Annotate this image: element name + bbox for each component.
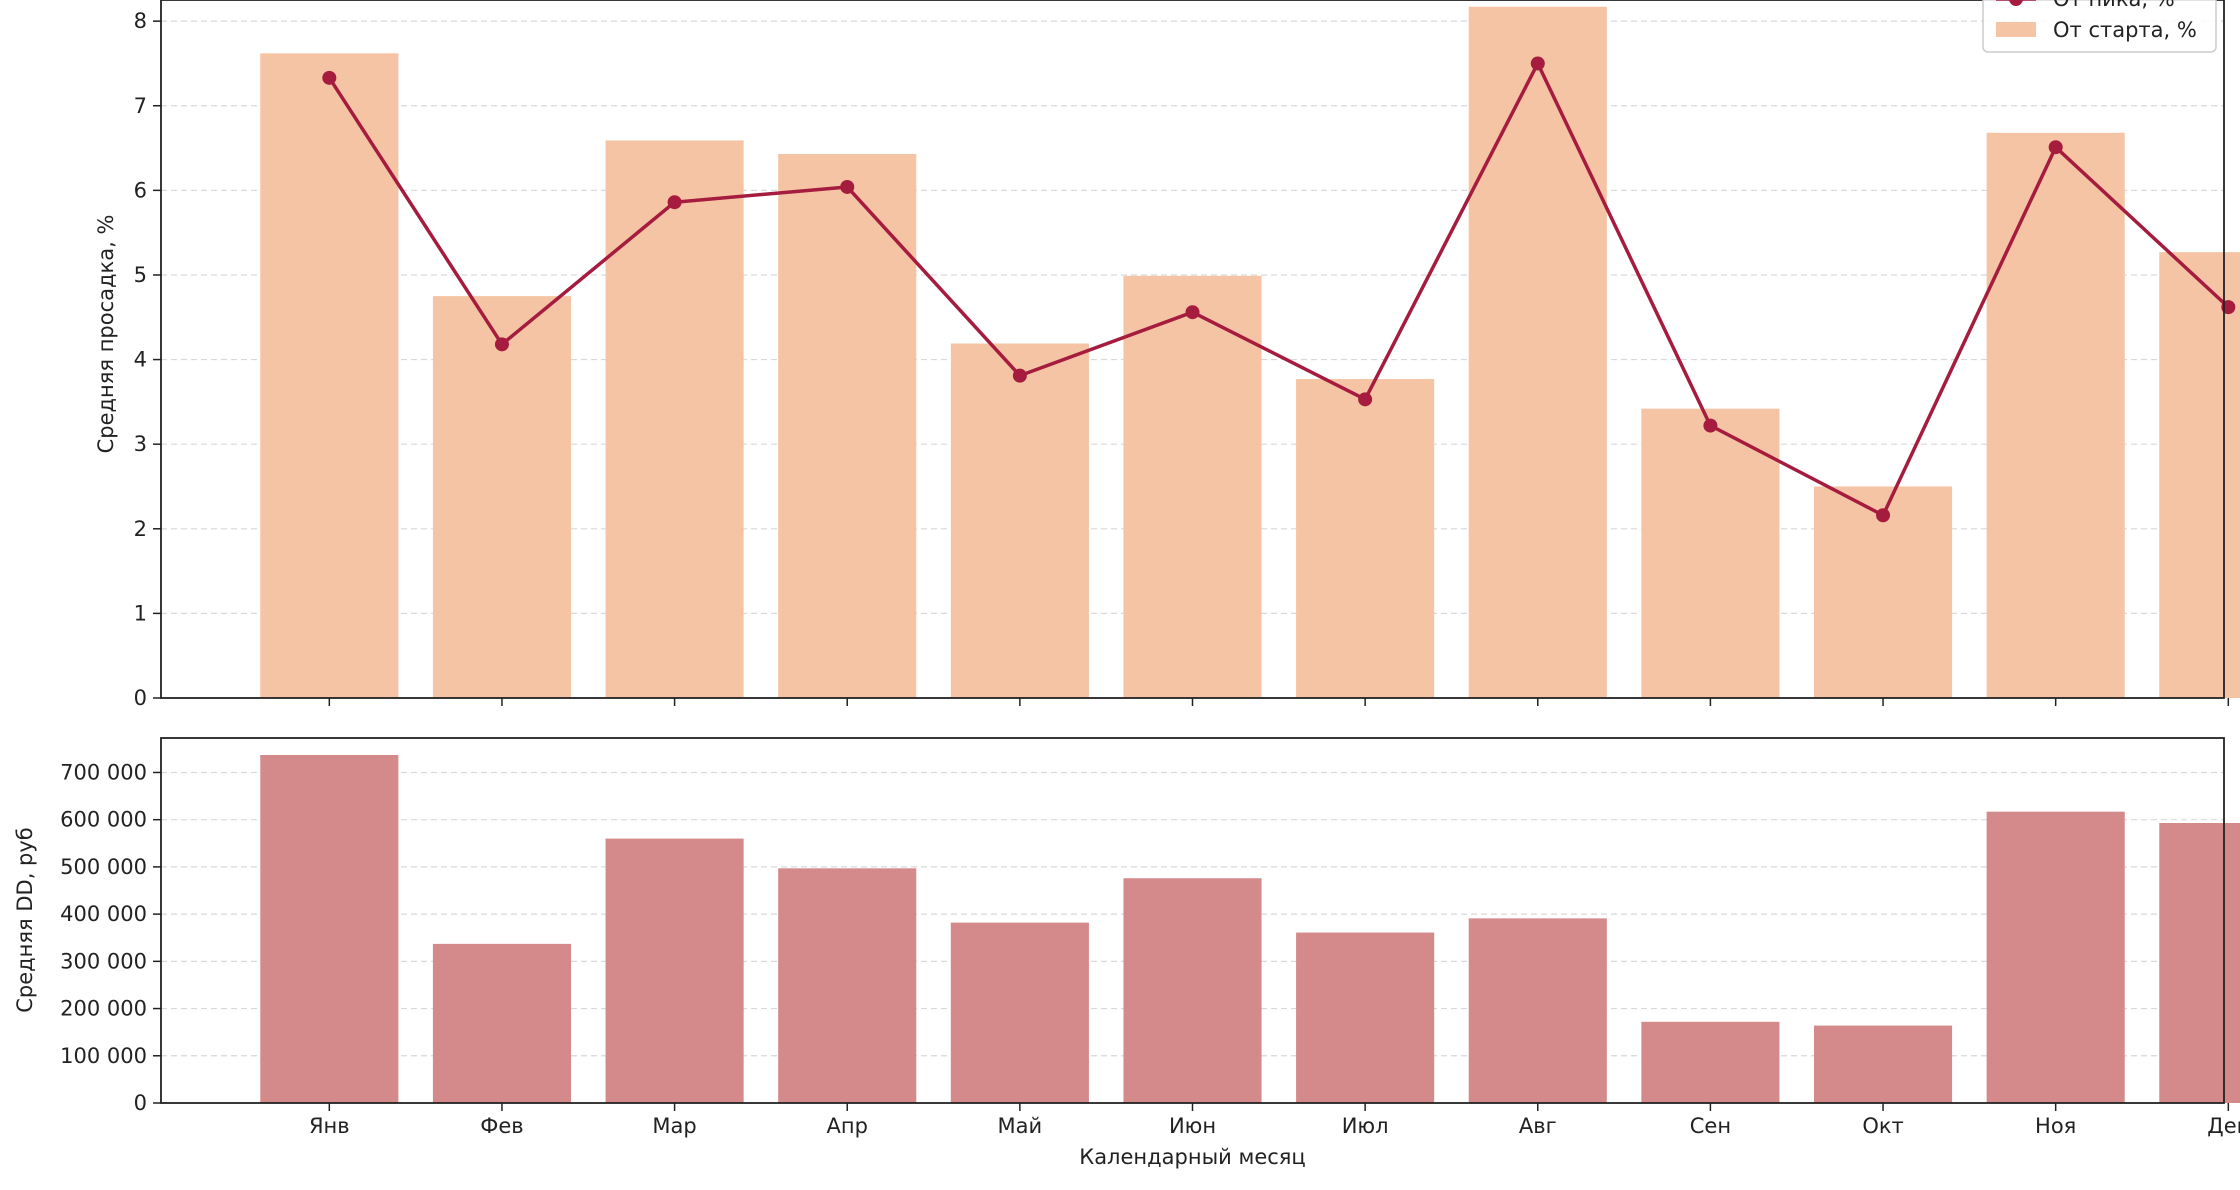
- x-tick-label-Фев: Фев: [480, 1114, 523, 1138]
- top-bar-Фев: [432, 296, 572, 698]
- legend-label-from-peak: От пика, %: [2053, 0, 2175, 11]
- top-line-point-Мар: [667, 195, 682, 210]
- x-tick-label-Май: Май: [998, 1114, 1043, 1138]
- bottom-y-axis-label: Средняя DD, руб: [13, 827, 37, 1013]
- top-line-point-Авг: [1530, 56, 1545, 71]
- bottom-y-tick-label: 100 000: [60, 1044, 147, 1068]
- legend-bar-swatch: [1996, 22, 2036, 37]
- bottom-bar-Мар: [605, 838, 744, 1103]
- x-tick-label-Авг: Авг: [1519, 1114, 1557, 1138]
- bottom-bar-Апр: [778, 868, 917, 1103]
- top-y-tick-label: 1: [134, 601, 147, 625]
- top-y-tick-label: 7: [134, 94, 147, 118]
- top-line-point-Июл: [1358, 392, 1373, 407]
- top-line-series: [327, 61, 2230, 518]
- top-line-point-Фев: [494, 337, 509, 352]
- x-tick-label-Дек: Дек: [2207, 1114, 2240, 1138]
- top-line-point-Апр: [840, 179, 855, 194]
- bottom-y-tick-label: 400 000: [60, 902, 147, 926]
- top-y-tick-label: 0: [134, 686, 147, 710]
- bottom-bar-Июн: [1123, 878, 1262, 1103]
- x-tick-label-Ноя: Ноя: [2035, 1114, 2076, 1138]
- top-line-point-Июн: [1185, 305, 1200, 320]
- top-line-point-Янв: [322, 70, 337, 85]
- legend-line-marker: [2009, 0, 2023, 6]
- bottom-y-tick-label: 0: [134, 1091, 147, 1115]
- bottom-bar-Ноя: [1986, 811, 2125, 1103]
- top-bar-Мар: [605, 140, 744, 699]
- x-axis-label: Календарный месяц: [1079, 1145, 1305, 1169]
- top-bar-Авг: [1468, 6, 1607, 698]
- top-y-tick-label: 6: [134, 178, 147, 202]
- top-bar-Июл: [1296, 379, 1435, 698]
- top-bar-Сен: [1641, 408, 1780, 698]
- top-y-tick-label: 3: [134, 432, 147, 456]
- top-bar-Ноя: [1986, 132, 2125, 698]
- bottom-y-tick-label: 600 000: [60, 808, 147, 832]
- top-line-point-Ноя: [2048, 140, 2063, 155]
- top-y-tick-label: 2: [134, 517, 147, 541]
- bottom-y-tick-label: 300 000: [60, 949, 147, 973]
- top-line-point-Сен: [1703, 418, 1718, 433]
- bottom-bar-Сен: [1641, 1021, 1780, 1103]
- bottom-bar-Дек: [2159, 822, 2240, 1103]
- x-tick-label-Июн: Июн: [1169, 1114, 1216, 1138]
- x-tick-label-Сен: Сен: [1690, 1114, 1731, 1138]
- top-bar-Июн: [1123, 275, 1262, 698]
- bottom-bar-Янв: [260, 754, 399, 1103]
- top-y-tick-label: 5: [134, 263, 147, 287]
- bottom-y-tick-label: 200 000: [60, 997, 147, 1021]
- top-y-axis-label: Средняя просадка, %: [94, 215, 118, 454]
- bottom-bar-Май: [950, 922, 1089, 1103]
- x-tick-label-Мар: Мар: [652, 1114, 696, 1138]
- top-y-tick-label: 8: [134, 9, 147, 33]
- legend-box: [1982, 0, 2217, 53]
- top-bar-Апр: [778, 153, 917, 698]
- x-tick-label-Апр: Апр: [827, 1114, 868, 1138]
- bottom-bar-Авг: [1468, 918, 1607, 1103]
- bottom-bar-Окт: [1813, 1025, 1953, 1103]
- bottom-y-tick-label: 700 000: [60, 760, 147, 784]
- bottom-bar-Фев: [432, 943, 572, 1103]
- top-bar-Дек: [2159, 252, 2240, 698]
- x-tick-label-Окт: Окт: [1862, 1114, 1903, 1138]
- bottom-y-tick-label: 500 000: [60, 855, 147, 879]
- bottom-bar-Июл: [1296, 932, 1435, 1103]
- top-y-tick-label: 4: [134, 348, 147, 372]
- top-line-point-Окт: [1876, 508, 1891, 523]
- x-tick-label-Янв: Янв: [309, 1114, 350, 1138]
- legend-label-from-start: От старта, %: [2053, 18, 2197, 42]
- top-bar-Янв: [260, 53, 399, 698]
- top-bar-Май: [950, 343, 1089, 698]
- top-line-point-Май: [1012, 368, 1027, 383]
- x-tick-label-Июл: Июл: [1342, 1114, 1389, 1138]
